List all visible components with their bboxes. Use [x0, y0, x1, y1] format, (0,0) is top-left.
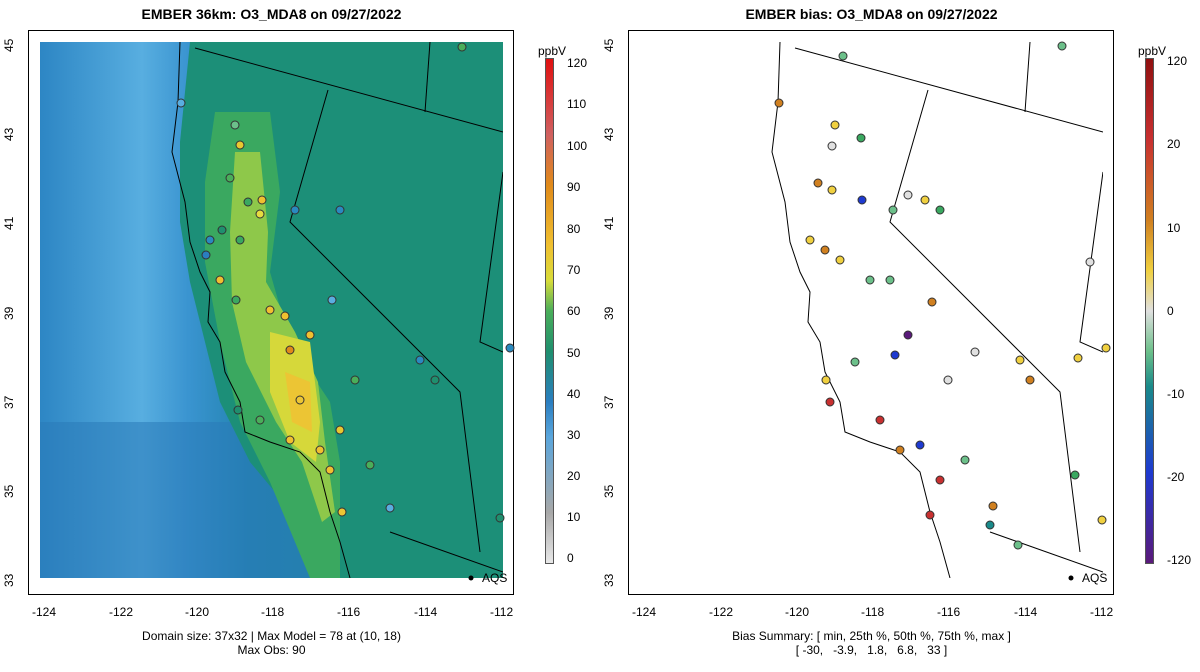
- x-tick: -118: [861, 605, 885, 619]
- y-tick: 39: [2, 306, 16, 320]
- x-tick: -124: [32, 605, 57, 619]
- right-map-svg: [771, 42, 1103, 578]
- x-tick: -122: [109, 605, 134, 619]
- colorbar-tick: 120: [1167, 54, 1188, 68]
- right-state-borders: [771, 42, 1103, 578]
- colorbar-tick: 20: [1167, 137, 1181, 151]
- x-tick: -120: [785, 605, 810, 619]
- left-colorbar-unit: ppbV: [538, 44, 567, 58]
- colorbar-tick: 10: [1167, 221, 1181, 235]
- ca-nv-border: [194, 47, 503, 133]
- left-axes-frame: [28, 30, 514, 595]
- x-tick: -122: [709, 605, 734, 619]
- left-panel-title: EMBER 36km: O3_MDA8 on 09/27/2022: [141, 6, 402, 22]
- right-panel-title: EMBER bias: O3_MDA8 on 09/27/2022: [745, 6, 998, 22]
- x-tick: -114: [414, 605, 438, 619]
- x-tick: -112: [490, 605, 514, 619]
- x-tick: -114: [1014, 605, 1038, 619]
- y-tick: 37: [602, 395, 616, 409]
- colorbar-tick: 70: [567, 263, 581, 277]
- y-tick: 37: [2, 395, 16, 409]
- x-tick: -116: [937, 605, 961, 619]
- x-tick: -112: [1090, 605, 1114, 619]
- y-tick: 33: [602, 573, 616, 587]
- colorbar-tick: 20: [567, 469, 581, 483]
- right-aqs-label: AQS: [1082, 571, 1108, 585]
- right-colorbar: [1145, 58, 1154, 564]
- colorbar-tick: 10: [567, 510, 581, 524]
- y-tick: 43: [602, 127, 616, 141]
- y-tick: 35: [602, 484, 616, 498]
- y-tick: 41: [2, 216, 16, 230]
- y-tick: 41: [602, 216, 616, 230]
- colorbar-tick: 80: [567, 222, 581, 236]
- x-tick: -116: [337, 605, 361, 619]
- right-footer-line1: Bias Summary: [ min, 25th %, 50th %, 75t…: [732, 629, 1011, 643]
- colorbar-tick: 40: [567, 387, 581, 401]
- y-tick: 33: [2, 573, 16, 587]
- y-tick: 45: [602, 38, 616, 52]
- y-tick: 45: [2, 38, 16, 52]
- right-map: [640, 42, 1103, 578]
- colorbar-tick: 30: [567, 428, 581, 442]
- left-aqs-label: AQS: [482, 571, 508, 585]
- colorbar-tick: 60: [567, 304, 581, 318]
- left-colorbar: [545, 58, 554, 564]
- colorbar-tick: 90: [567, 180, 581, 194]
- y-tick: 35: [2, 484, 16, 498]
- colorbar-tick: 50: [567, 346, 581, 360]
- left-map: [40, 42, 503, 578]
- y-tick: 39: [602, 306, 616, 320]
- left-footer-line1: Domain size: 37x32 | Max Model = 78 at (…: [142, 629, 401, 643]
- colorbar-tick: 120: [567, 56, 588, 70]
- colorbar-tick: 0: [567, 551, 574, 565]
- x-tick: -118: [261, 605, 285, 619]
- colorbar-tick: -120: [1167, 553, 1192, 567]
- coastline: [171, 42, 351, 578]
- right-footer-line2: [ -30, -3.9, 1.8, 6.8, 33 ]: [795, 643, 948, 657]
- x-tick: -124: [632, 605, 657, 619]
- right-axes-frame: [628, 30, 1114, 595]
- right-colorbar-unit: ppbV: [1138, 44, 1167, 58]
- colorbar-tick: -20: [1167, 470, 1185, 484]
- x-tick: -120: [185, 605, 210, 619]
- state-borders: [171, 42, 503, 578]
- left-footer-line2: Max Obs: 90: [237, 643, 306, 657]
- colorbar-tick: 100: [567, 139, 588, 153]
- colorbar-tick: -10: [1167, 387, 1185, 401]
- left-map-svg: [40, 42, 503, 578]
- right-coastline: [771, 42, 951, 578]
- colorbar-tick: 0: [1167, 304, 1174, 318]
- y-tick: 43: [2, 127, 16, 141]
- colorbar-tick: 110: [567, 97, 587, 111]
